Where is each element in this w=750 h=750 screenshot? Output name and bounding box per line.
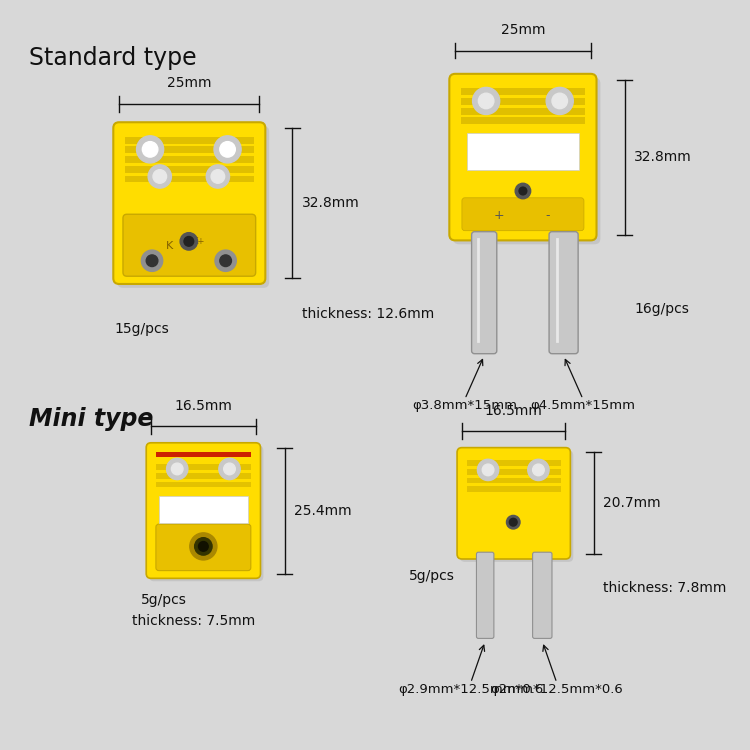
Text: 16g/pcs: 16g/pcs: [634, 302, 689, 316]
Circle shape: [472, 88, 500, 115]
Circle shape: [220, 255, 232, 266]
Text: φ3.8mm*15mm: φ3.8mm*15mm: [413, 399, 518, 412]
Circle shape: [509, 518, 517, 526]
Text: 25mm: 25mm: [501, 23, 545, 37]
Circle shape: [220, 142, 236, 157]
Circle shape: [148, 165, 172, 188]
Text: 5g/pcs: 5g/pcs: [142, 593, 188, 607]
FancyBboxPatch shape: [532, 552, 552, 638]
Text: Mini type: Mini type: [29, 407, 154, 431]
Circle shape: [195, 538, 212, 555]
FancyBboxPatch shape: [549, 232, 578, 354]
Circle shape: [215, 250, 236, 272]
FancyBboxPatch shape: [113, 122, 266, 284]
FancyBboxPatch shape: [457, 448, 571, 559]
Bar: [466, 486, 561, 492]
Text: 16.5mm: 16.5mm: [484, 404, 542, 418]
Bar: [466, 133, 579, 170]
Circle shape: [184, 236, 194, 246]
Circle shape: [136, 136, 164, 163]
Bar: [156, 464, 251, 470]
Circle shape: [532, 464, 544, 476]
Text: φ2.9mm*12.5mm*0.6: φ2.9mm*12.5mm*0.6: [398, 683, 543, 696]
Bar: [159, 496, 248, 524]
Circle shape: [190, 532, 217, 560]
Circle shape: [199, 542, 208, 551]
Bar: [466, 469, 561, 475]
Text: +: +: [494, 209, 504, 222]
Bar: [461, 88, 585, 95]
FancyBboxPatch shape: [149, 446, 263, 581]
Circle shape: [478, 459, 499, 481]
Text: K+: K+: [192, 237, 205, 246]
Bar: [125, 156, 254, 163]
Circle shape: [172, 463, 183, 475]
Text: 5g/pcs: 5g/pcs: [409, 568, 454, 583]
Circle shape: [519, 188, 526, 195]
Text: φ4.5mm*15mm: φ4.5mm*15mm: [530, 399, 635, 412]
Circle shape: [146, 255, 158, 266]
Bar: [156, 452, 251, 458]
Circle shape: [506, 515, 520, 529]
Text: Standard type: Standard type: [29, 46, 196, 70]
Circle shape: [211, 170, 225, 183]
FancyBboxPatch shape: [117, 126, 269, 288]
Circle shape: [528, 459, 549, 481]
Circle shape: [142, 250, 163, 272]
Bar: [156, 482, 251, 488]
Text: 20.7mm: 20.7mm: [603, 496, 661, 510]
Text: thickness: 7.5mm: thickness: 7.5mm: [132, 614, 255, 628]
Circle shape: [206, 165, 230, 188]
Text: 25mm: 25mm: [166, 76, 211, 90]
Bar: [156, 472, 251, 478]
Circle shape: [166, 458, 188, 479]
FancyBboxPatch shape: [146, 442, 260, 578]
Circle shape: [552, 93, 568, 109]
Text: K: K: [166, 242, 173, 251]
Text: 16.5mm: 16.5mm: [175, 399, 232, 412]
FancyBboxPatch shape: [156, 524, 251, 571]
Bar: [461, 118, 585, 124]
FancyBboxPatch shape: [462, 198, 584, 231]
Circle shape: [180, 232, 197, 250]
Bar: [466, 478, 561, 484]
FancyBboxPatch shape: [460, 451, 573, 562]
Text: -: -: [545, 209, 550, 222]
Text: 32.8mm: 32.8mm: [634, 150, 692, 164]
Circle shape: [142, 142, 158, 157]
Circle shape: [219, 458, 240, 479]
Text: thickness: 7.8mm: thickness: 7.8mm: [603, 581, 727, 596]
Bar: [466, 460, 561, 466]
FancyBboxPatch shape: [123, 214, 256, 276]
Text: thickness: 12.6mm: thickness: 12.6mm: [302, 308, 434, 321]
FancyBboxPatch shape: [453, 78, 601, 245]
Circle shape: [478, 93, 494, 109]
Bar: [125, 146, 254, 153]
Text: 32.8mm: 32.8mm: [302, 196, 360, 210]
Circle shape: [224, 463, 236, 475]
Bar: [125, 166, 254, 172]
Circle shape: [153, 170, 166, 183]
Circle shape: [482, 464, 494, 476]
Circle shape: [515, 183, 531, 199]
Text: 25.4mm: 25.4mm: [295, 503, 352, 518]
Circle shape: [214, 136, 242, 163]
Bar: [461, 108, 585, 115]
Text: φ2mm*12.5mm*0.6: φ2mm*12.5mm*0.6: [490, 683, 623, 696]
FancyBboxPatch shape: [449, 74, 596, 241]
Circle shape: [546, 88, 573, 115]
Bar: [125, 136, 254, 143]
FancyBboxPatch shape: [476, 552, 494, 638]
Text: 15g/pcs: 15g/pcs: [114, 322, 169, 336]
Bar: [461, 98, 585, 105]
FancyBboxPatch shape: [472, 232, 496, 354]
Bar: [125, 176, 254, 182]
